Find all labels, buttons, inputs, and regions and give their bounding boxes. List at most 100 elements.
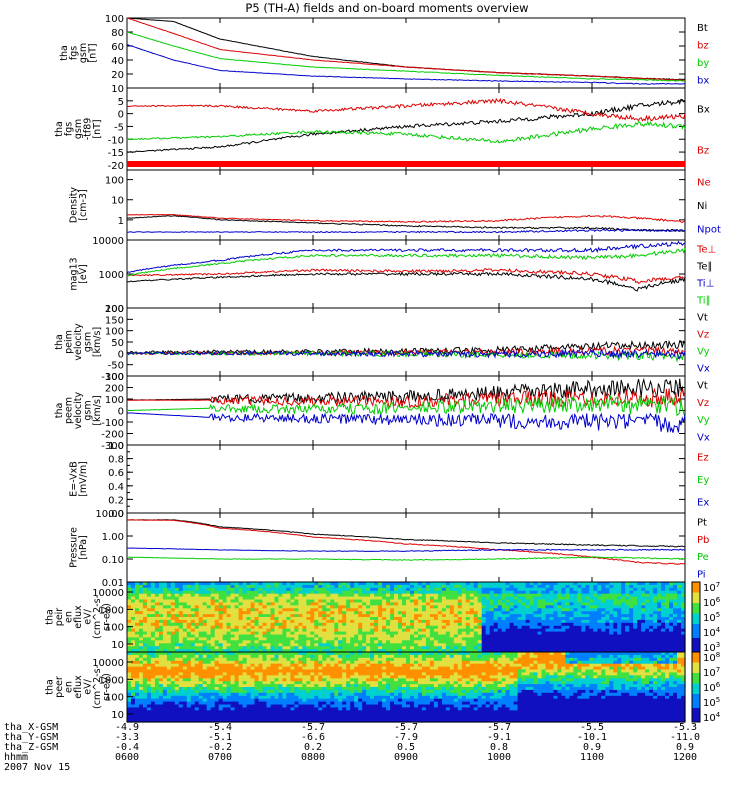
spectrogram-cell <box>425 605 431 609</box>
spectrogram-cell <box>298 602 303 606</box>
spectrogram-cell <box>250 625 256 630</box>
spectrogram-cell <box>190 599 196 603</box>
spectrogram-cell <box>135 692 140 697</box>
spectrogram-cell <box>342 646 347 650</box>
spectrogram-cell <box>218 596 224 601</box>
spectrogram-cell <box>493 643 499 647</box>
spectrogram-cell <box>230 698 236 703</box>
spectrogram-cell <box>421 590 427 595</box>
spectrogram-cell <box>366 631 371 636</box>
spectrogram-cell <box>230 614 236 618</box>
spectrogram-cell <box>266 637 272 641</box>
spectrogram-cell <box>135 701 140 706</box>
spectrogram-cell <box>322 666 327 671</box>
spectrogram-cell <box>461 599 467 603</box>
spectrogram-cell <box>529 590 535 595</box>
spectrogram-cell <box>382 649 387 653</box>
spectrogram-cell <box>529 637 535 641</box>
spectrogram-cell <box>222 681 228 685</box>
spectrogram-cell <box>597 619 602 624</box>
spectrogram-cell <box>605 614 610 618</box>
spectrogram-cell <box>162 663 168 668</box>
spectrogram-cell <box>533 643 539 647</box>
spectrogram-cell <box>226 617 232 621</box>
spectrogram-cell <box>242 637 248 641</box>
spectrogram-cell <box>142 593 148 598</box>
spectrogram-cell <box>274 596 280 601</box>
spectrogram-cell <box>573 625 578 630</box>
spectrogram-cell <box>457 611 463 615</box>
spectrogram-cell <box>445 643 451 647</box>
spectrogram-cell <box>673 593 678 598</box>
spectrogram-cell <box>282 590 287 595</box>
spectrogram-cell <box>282 649 287 653</box>
spectrogram-cell <box>669 619 674 624</box>
spectrogram-cell <box>398 608 403 612</box>
spectrogram-cell <box>298 596 303 601</box>
spectrogram-cell <box>597 596 602 601</box>
spectrogram-cell <box>258 587 264 592</box>
spectrogram-cell <box>166 669 172 673</box>
spectrogram-cell <box>461 596 467 601</box>
spectrogram-cell <box>310 654 315 659</box>
spectrogram-cell <box>222 631 228 636</box>
spectrogram-cell <box>473 582 479 586</box>
spectrogram-cell <box>453 596 459 601</box>
spectrogram-cell <box>445 646 451 650</box>
spectrogram-cell <box>286 593 291 598</box>
spectrogram-cell <box>206 704 212 708</box>
spectrogram-cell <box>425 602 431 606</box>
spectrogram-cell <box>629 605 634 609</box>
spectrogram-cell <box>322 628 327 633</box>
spectrogram-cell <box>421 634 427 638</box>
spectrogram-cell <box>513 587 519 592</box>
spectrogram-cell <box>198 684 204 688</box>
spectrogram-cell <box>230 599 236 603</box>
spectrogram-cell <box>370 631 375 636</box>
spectrogram-cell <box>557 614 563 618</box>
spectrogram-cell <box>250 654 256 659</box>
spectrogram-cell <box>182 689 188 694</box>
spectrogram-cell <box>135 666 140 671</box>
spectrogram-cell <box>665 640 670 644</box>
colorbar-segment <box>692 589 700 593</box>
y-tick-label: 10000 <box>92 588 124 599</box>
spectrogram-cell <box>242 584 248 589</box>
spectrogram-cell <box>158 716 164 720</box>
spectrogram-cell <box>561 587 566 592</box>
spectrogram-cell <box>322 614 327 618</box>
spectrogram-cell <box>370 608 375 612</box>
spectrogram-cell <box>238 704 244 708</box>
spectrogram-cell <box>242 596 248 601</box>
spectrogram-cell <box>162 631 168 636</box>
spectrogram-cell <box>469 617 475 621</box>
spectrogram-cell <box>418 605 423 609</box>
spectrogram-cell <box>214 660 220 665</box>
spectrogram-cell <box>433 599 439 603</box>
spectrogram-cell <box>390 582 395 586</box>
spectrogram-cell <box>645 625 650 630</box>
spectrogram-cell <box>362 587 367 592</box>
spectrogram-cell <box>358 611 363 615</box>
spectrogram-cell <box>154 614 160 618</box>
spectrogram-cell <box>661 640 666 644</box>
spectrogram-cell <box>370 614 375 618</box>
spectrogram-cell <box>135 649 140 653</box>
spectrogram-cell <box>597 593 602 598</box>
spectrogram-cell <box>298 634 303 638</box>
spectrogram-cell <box>525 634 531 638</box>
spectrogram-cell <box>222 701 228 706</box>
spectrogram-cell <box>358 637 363 641</box>
spectrogram-cell <box>366 614 371 618</box>
spectrogram-cell <box>214 675 220 679</box>
spectrogram-cell <box>154 675 160 679</box>
spectrogram-cell <box>290 689 295 694</box>
spectrogram-cell <box>557 634 563 638</box>
spectrogram-cell <box>621 587 626 592</box>
spectrogram-cell <box>131 596 136 601</box>
spectrogram-cell <box>553 590 559 595</box>
spectrogram-cell <box>186 669 192 673</box>
spectrogram-cell <box>210 596 216 601</box>
spectrogram-cell <box>202 605 208 609</box>
spectrogram-cell <box>565 611 570 615</box>
